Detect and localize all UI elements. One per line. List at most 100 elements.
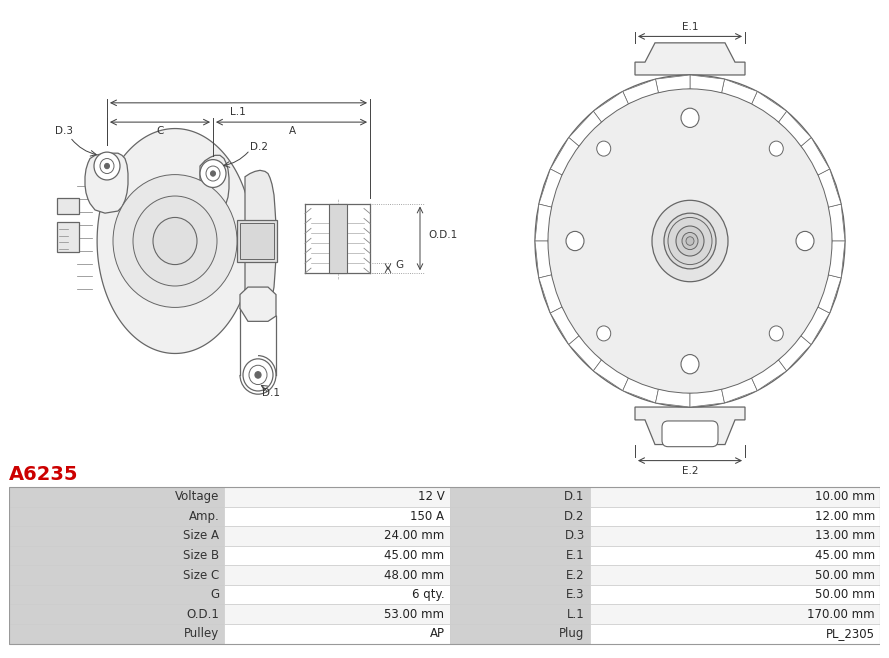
Circle shape: [597, 326, 611, 341]
Bar: [589, 624, 880, 644]
Text: Plug: Plug: [559, 627, 585, 640]
Circle shape: [769, 141, 783, 156]
Polygon shape: [626, 285, 681, 359]
Polygon shape: [623, 79, 659, 104]
Polygon shape: [535, 204, 551, 241]
Bar: [589, 585, 880, 605]
Text: G: G: [395, 260, 403, 270]
Text: 12.00 mm: 12.00 mm: [815, 510, 875, 523]
Bar: [224, 507, 450, 526]
Text: 48.00 mm: 48.00 mm: [384, 569, 444, 582]
Text: D.3: D.3: [565, 530, 585, 542]
Circle shape: [548, 89, 832, 393]
Bar: [450, 526, 589, 545]
Text: Amp.: Amp.: [188, 510, 220, 523]
Bar: [9, 507, 224, 526]
Polygon shape: [829, 241, 845, 278]
Polygon shape: [626, 123, 681, 197]
Text: 45.00 mm: 45.00 mm: [384, 549, 444, 562]
FancyBboxPatch shape: [662, 421, 718, 447]
Circle shape: [664, 213, 716, 269]
Polygon shape: [569, 336, 602, 371]
Bar: [9, 545, 224, 565]
Polygon shape: [85, 153, 128, 213]
Bar: [9, 605, 224, 624]
Circle shape: [113, 174, 237, 307]
Polygon shape: [655, 75, 690, 93]
Text: Size A: Size A: [183, 530, 220, 542]
Polygon shape: [593, 91, 629, 122]
Polygon shape: [779, 111, 811, 146]
Polygon shape: [711, 264, 777, 334]
Circle shape: [243, 359, 273, 391]
Circle shape: [153, 217, 197, 265]
Bar: [57, 198, 79, 215]
Text: E.3: E.3: [566, 588, 585, 601]
Bar: [589, 565, 880, 585]
Polygon shape: [690, 390, 725, 407]
Polygon shape: [699, 285, 754, 359]
Text: AP: AP: [429, 627, 444, 640]
Bar: [9, 487, 880, 644]
Polygon shape: [539, 169, 562, 207]
Circle shape: [211, 171, 215, 176]
Text: E.2: E.2: [682, 467, 698, 476]
Text: D.3: D.3: [55, 126, 73, 136]
Polygon shape: [535, 241, 551, 278]
Text: 10.00 mm: 10.00 mm: [815, 490, 875, 503]
Bar: [224, 526, 450, 545]
Polygon shape: [603, 148, 669, 218]
Polygon shape: [580, 172, 649, 232]
Polygon shape: [818, 169, 841, 207]
Text: A: A: [288, 126, 295, 136]
Circle shape: [597, 141, 611, 156]
Bar: [589, 526, 880, 545]
Bar: [9, 487, 224, 507]
Text: E.1: E.1: [566, 549, 585, 562]
Bar: [224, 585, 450, 605]
Polygon shape: [690, 75, 725, 93]
Circle shape: [105, 163, 109, 168]
Polygon shape: [97, 128, 252, 353]
Polygon shape: [751, 360, 787, 391]
Text: Size C: Size C: [183, 569, 220, 582]
Polygon shape: [200, 155, 229, 210]
Bar: [450, 605, 589, 624]
Polygon shape: [245, 170, 276, 313]
Polygon shape: [699, 123, 754, 197]
Polygon shape: [711, 148, 777, 218]
Text: PL_2305: PL_2305: [826, 627, 875, 640]
Bar: [224, 605, 450, 624]
Text: 150 A: 150 A: [411, 510, 444, 523]
Text: L.1: L.1: [230, 107, 246, 118]
Bar: [450, 507, 589, 526]
Text: A6235: A6235: [9, 465, 78, 484]
Text: D.1: D.1: [565, 490, 585, 503]
Circle shape: [769, 326, 783, 341]
Circle shape: [676, 226, 704, 256]
Text: 50.00 mm: 50.00 mm: [815, 588, 875, 601]
Bar: [9, 565, 224, 585]
Text: D.2: D.2: [250, 142, 268, 152]
Bar: [9, 526, 224, 545]
Bar: [240, 223, 274, 259]
Circle shape: [566, 232, 584, 251]
Polygon shape: [240, 287, 276, 321]
Polygon shape: [801, 138, 829, 175]
Circle shape: [681, 355, 699, 374]
Circle shape: [206, 166, 220, 181]
Polygon shape: [818, 275, 841, 313]
Text: 12 V: 12 V: [418, 490, 444, 503]
Polygon shape: [603, 264, 669, 334]
Text: L.1: L.1: [567, 608, 585, 620]
Polygon shape: [580, 250, 649, 310]
Circle shape: [249, 365, 267, 384]
Circle shape: [200, 160, 226, 188]
Polygon shape: [779, 336, 811, 371]
Polygon shape: [751, 91, 787, 122]
Bar: [237, 220, 277, 263]
Polygon shape: [731, 172, 800, 232]
Bar: [224, 565, 450, 585]
Polygon shape: [623, 378, 659, 403]
Bar: [224, 487, 450, 507]
